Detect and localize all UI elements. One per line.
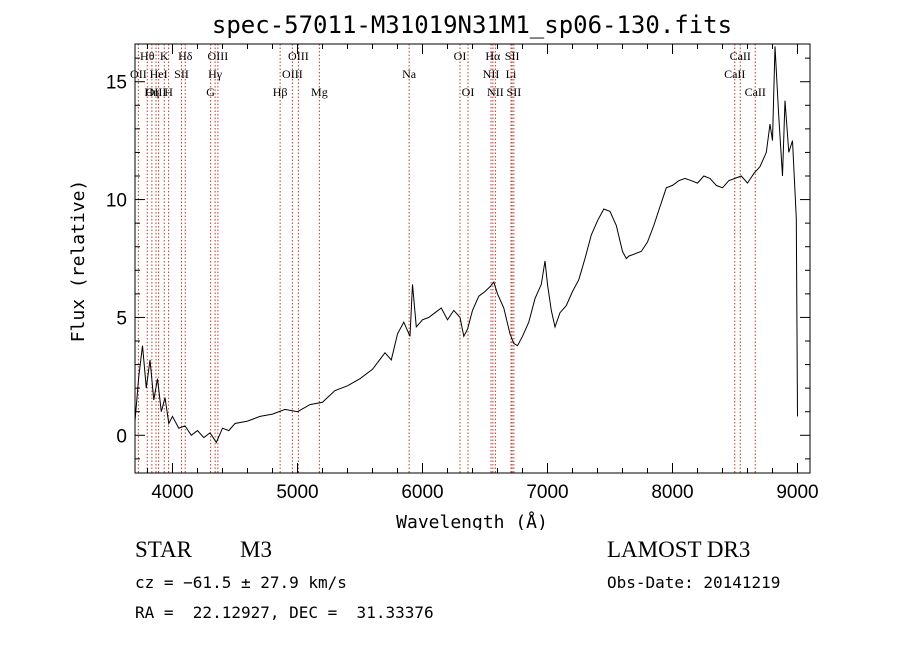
spectral-line-label: Hβ (273, 85, 288, 99)
spectral-line-label: CaII (745, 85, 766, 99)
spectral-line-label: CaII (724, 67, 745, 81)
spectral-line-label: H (164, 85, 173, 99)
spectral-line-label: Mg (311, 85, 328, 99)
spectral-line-markers (137, 44, 756, 473)
axis-tick-labels: 4000 5000 6000 7000 8000 9000 0 5 10 15 (106, 73, 819, 503)
survey-name: LAMOST DR3 (607, 537, 751, 562)
y-tick-label: 5 (116, 308, 127, 329)
spectral-line-label: Na (402, 67, 417, 81)
y-axis-label: Flux (relative) (68, 180, 89, 343)
x-tick-label: 5000 (276, 482, 318, 503)
sky-coordinates: RA = 22.12927, DEC = 31.33376 (135, 603, 434, 622)
x-tick-label: 8000 (651, 482, 693, 503)
plot-frame (134, 43, 811, 474)
spectral-line-label: Hη (144, 85, 159, 99)
observation-date: Obs-Date: 20141219 (607, 573, 781, 592)
spectral-line-label: HeI (150, 67, 168, 81)
spectral-line-label: OIII (282, 67, 303, 81)
x-tick-label: 6000 (401, 482, 443, 503)
spectral-line-label: K (160, 49, 169, 63)
spectral-line-label: Hδ (178, 49, 193, 63)
spectral-line-label: OI (462, 85, 475, 99)
spectral-line-label: Hγ (208, 67, 223, 81)
spectral-line-label: Hα (485, 49, 501, 63)
spectral-line-label: NII (483, 67, 500, 81)
x-tick-label: 9000 (776, 482, 818, 503)
spectral-line-label: OIII (146, 85, 167, 99)
spectral-line-label: SII (174, 67, 189, 81)
spectral-line-label: SII (507, 85, 522, 99)
x-axis-label: Wavelength (Å) (396, 511, 548, 530)
spectral-line-label: Hθ (140, 49, 155, 63)
flux-series-line (134, 46, 798, 444)
object-subclass: M3 (240, 537, 272, 562)
spectral-line-label: OIII (208, 49, 229, 63)
x-tick-label: 7000 (526, 482, 568, 503)
spectral-line-label: NII (487, 85, 504, 99)
y-tick-label: 10 (106, 191, 127, 212)
spectral-line-label: OII (130, 67, 147, 81)
redshift-velocity: cz = −61.5 ± 27.9 km/s (135, 573, 347, 592)
y-tick-label: 0 (116, 426, 127, 447)
spectrum-plot: spec-57011-M31019N31M1_sp06-130.fits Hθ O… (68, 11, 819, 530)
y-tick-label: 15 (106, 73, 127, 94)
spectral-line-label: CaII (730, 49, 751, 63)
spectral-line-label: Li (506, 67, 517, 81)
x-tick-label: 4000 (151, 482, 193, 503)
spectral-line-label: OI (454, 49, 467, 63)
spectral-line-label: OIII (288, 49, 309, 63)
axis-ticks (135, 44, 810, 473)
chart-title: spec-57011-M31019N31M1_sp06-130.fits (212, 11, 732, 39)
spectral-line-label: SII (505, 49, 520, 63)
object-class: STAR (135, 537, 192, 562)
spectral-line-label: G (206, 85, 215, 99)
